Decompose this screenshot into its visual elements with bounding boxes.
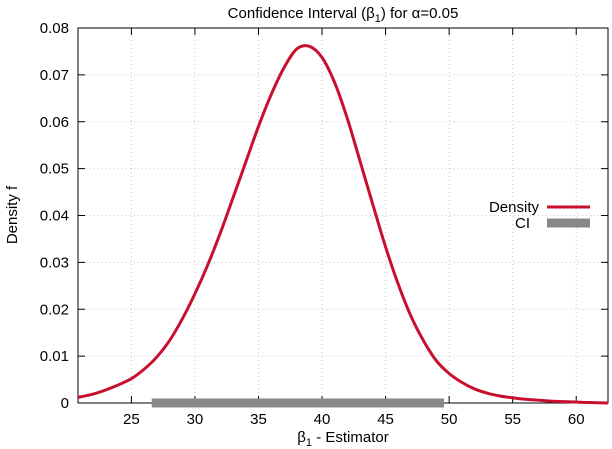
series	[77, 44, 609, 408]
density-line	[77, 44, 609, 405]
y-tick-label: 0.06	[40, 114, 69, 131]
y-tick-label: 0.02	[40, 301, 69, 318]
x-tick-labels: 25 30 35 40 45 50 55 60	[123, 411, 585, 428]
x-tick-label: 40	[314, 411, 331, 428]
x-tick-label: 25	[123, 411, 140, 428]
y-tick-label: 0.03	[40, 254, 69, 271]
y-tick-label: 0.08	[40, 20, 69, 37]
legend: Density CI	[489, 199, 590, 232]
x-tick-label: 30	[187, 411, 204, 428]
x-tick-label: 50	[441, 411, 458, 428]
y-tick-label: 0.04	[40, 208, 69, 225]
y-tick-label: 0.05	[40, 161, 69, 178]
x-tick-label: 35	[250, 411, 267, 428]
x-tick-label: 45	[377, 411, 394, 428]
axis-ticks	[78, 27, 608, 404]
y-tick-label: 0.01	[40, 348, 69, 365]
y-tick-label: 0.07	[40, 67, 69, 84]
legend-label-density: Density	[489, 199, 540, 216]
legend-label-ci: CI	[515, 215, 530, 232]
y-axis-label: Density f	[4, 185, 21, 244]
y-tick-label: 0	[61, 395, 69, 412]
grid	[78, 28, 608, 403]
chart-title: Confidence Interval (β1) for α=0.05	[228, 5, 459, 25]
x-tick-label: 60	[568, 411, 585, 428]
y-tick-labels: 0 0.01 0.02 0.03 0.04 0.05 0.06 0.07 0.08	[40, 20, 69, 412]
x-axis-label: β1 - Estimator	[297, 429, 388, 449]
x-tick-label: 55	[504, 411, 521, 428]
